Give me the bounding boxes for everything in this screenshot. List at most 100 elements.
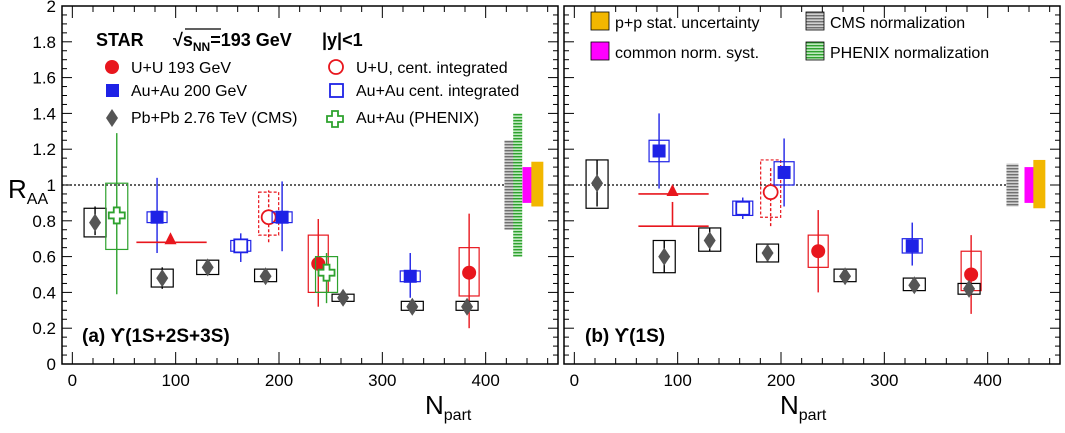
y-tick-label: 0.4 <box>32 283 56 302</box>
legend-entry-uu-int: U+U, cent. integrated <box>328 59 508 77</box>
marker-auau <box>652 144 666 158</box>
legend-label-pbpb: Pb+Pb 2.76 TeV (CMS) <box>131 110 297 127</box>
marker-auau <box>905 239 919 253</box>
marker-pbpb <box>89 213 102 232</box>
x-tick-label: 100 <box>663 371 691 390</box>
legend-label-cms-norm: CMS normalization <box>830 15 965 32</box>
marker-auau <box>777 165 791 179</box>
x-tick-label: 400 <box>973 371 1001 390</box>
legend-entry-pp-stat: p+p stat. uncertainty <box>590 11 760 32</box>
legend-entry-phenix-norm: PHENIX normalization <box>805 41 989 62</box>
y-tick-label: 1.6 <box>32 69 56 88</box>
marker-phenix <box>107 206 126 225</box>
marker-auau <box>150 210 164 224</box>
x-tick-label: 200 <box>767 371 795 390</box>
legend-marker-uu-int <box>328 59 344 75</box>
x-tick-label: 300 <box>870 371 898 390</box>
x-axis-title-a: Npart <box>425 390 472 424</box>
marker-pbpb <box>761 244 774 263</box>
legend-marker-uu <box>105 60 119 74</box>
marker-pbpb <box>201 258 214 277</box>
legend-swatch-common-norm <box>590 41 610 61</box>
legend-marker-phenix <box>326 110 344 128</box>
legend-a: U+U 193 GeV U+U, cent. integrated Au+Au … <box>105 59 519 128</box>
x-tick-label: 0 <box>570 371 579 390</box>
panel-b-label: (b) ϒ(1S) <box>585 326 665 347</box>
legend-label-common-norm: common norm. syst. <box>615 45 759 62</box>
y-tick-label: 1.4 <box>32 104 56 123</box>
legend-entry-common-norm: common norm. syst. <box>590 41 759 62</box>
x-tick-label: 100 <box>161 371 189 390</box>
marker-auau-int <box>735 200 751 216</box>
marker-pbpb <box>337 288 350 307</box>
legend-marker-pbpb <box>106 109 118 127</box>
uu-limit-arrow <box>164 232 177 245</box>
norm-band-common-norm <box>1024 167 1034 203</box>
legend-label-auau-int: Au+Au cent. integrated <box>356 83 519 100</box>
marker-pbpb <box>908 276 921 295</box>
marker-pbpb <box>963 279 976 298</box>
marker-pbpb <box>156 269 169 288</box>
legend-marker-auau-int <box>329 83 344 98</box>
y-tick-label: 0.6 <box>32 248 56 267</box>
y-tick-label: 1 <box>47 176 56 195</box>
header-experiment: STAR <box>96 30 144 50</box>
legend-label-phenix-norm: PHENIX normalization <box>830 45 989 62</box>
legend-label-uu-int: U+U, cent. integrated <box>356 60 508 77</box>
panel-b-plot: 0 100 200 300 400 <box>564 5 1060 390</box>
marker-pbpb <box>461 297 474 316</box>
marker-pbpb <box>658 247 671 266</box>
norm-band-common-norm <box>522 167 532 203</box>
marker-auau <box>275 210 289 224</box>
legend-entry-cms-norm: CMS normalization <box>805 11 965 32</box>
norm-band-pp-stat <box>1033 159 1046 209</box>
y-tick-label: 1.2 <box>32 140 56 159</box>
legend-entry-auau: Au+Au 200 GeV <box>106 83 247 100</box>
legend-label-phenix: Au+Au (PHENIX) <box>356 110 479 127</box>
legend-swatch-cms-norm <box>805 11 825 31</box>
y-tick-label: 0 <box>47 355 56 374</box>
legend-label-pp-stat: p+p stat. uncertainty <box>615 15 760 32</box>
norm-band-phenix-norm <box>513 113 523 257</box>
legend-swatch-pp-stat <box>590 11 610 31</box>
legend-label-auau: Au+Au 200 GeV <box>131 83 247 100</box>
norm-band-cms-norm <box>1006 163 1019 207</box>
legend-entry-uu: U+U 193 GeV <box>105 60 231 77</box>
legend-marker-auau <box>106 84 119 97</box>
marker-uu <box>811 244 826 259</box>
x-tick-label: 400 <box>471 371 499 390</box>
marker-uu <box>311 256 326 271</box>
x-tick-label: 200 <box>265 371 293 390</box>
y-tick-label: 0.8 <box>32 212 56 231</box>
y-tick-label: 1.8 <box>32 33 56 52</box>
sys-box-uu-int <box>760 159 782 218</box>
y-axis-title: RAA <box>8 174 48 208</box>
y-tick-label: 2 <box>47 0 56 16</box>
header-rapidity: |y|<1 <box>322 30 363 50</box>
x-axis-title-b: Npart <box>780 390 827 424</box>
marker-uu <box>462 265 477 280</box>
marker-auau-int <box>233 238 249 254</box>
marker-pbpb <box>406 297 419 316</box>
legend-entry-auau-int: Au+Au cent. integrated <box>329 83 519 100</box>
norm-band-pp-stat <box>531 161 544 207</box>
marker-pbpb <box>839 267 852 286</box>
marker-pbpb <box>259 267 272 286</box>
panel-a-plot: 0 0.2 0.4 0.6 0.8 1 1.2 1.4 1.6 1.8 2 0 100 200 300 400 <box>32 0 558 390</box>
uu-limit-arrow <box>666 183 679 196</box>
panel-a-label: (a) ϒ(1S+2S+3S) <box>82 326 230 347</box>
header-energy: √sNN=193 GeV <box>173 30 292 54</box>
x-tick-label: 0 <box>68 371 77 390</box>
legend-swatch-phenix-norm <box>805 41 825 61</box>
legend-label-uu: U+U 193 GeV <box>131 60 231 77</box>
legend-entry-phenix: Au+Au (PHENIX) <box>326 110 479 128</box>
marker-auau <box>403 269 417 283</box>
marker-uu-int <box>762 184 779 201</box>
marker-uu <box>964 267 979 282</box>
marker-phenix <box>317 263 336 282</box>
marker-pbpb <box>703 231 716 250</box>
legend-b: p+p stat. uncertainty CMS normalization … <box>590 11 989 62</box>
legend-entry-pbpb: Pb+Pb 2.76 TeV (CMS) <box>106 109 297 127</box>
y-tick-label: 0.2 <box>32 319 56 338</box>
marker-pbpb <box>591 174 604 193</box>
